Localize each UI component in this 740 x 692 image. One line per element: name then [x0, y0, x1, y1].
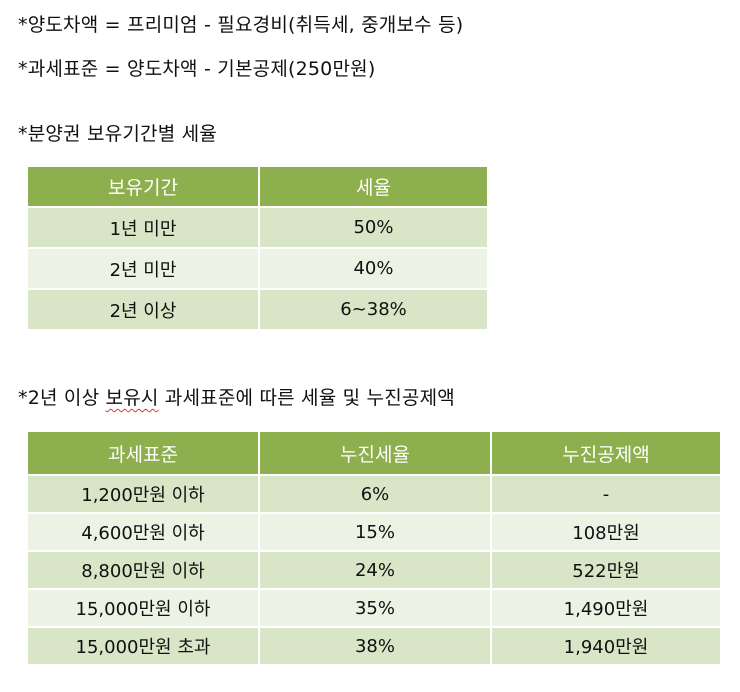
header-progressive-rate: 누진세율 [259, 432, 492, 475]
header-holding-period: 보유기간 [28, 167, 260, 207]
formula-tax-base: *과세표준 = 양도차액 - 기본공제(250만원) [18, 58, 376, 80]
progressive-rate-cell: 38% [259, 626, 492, 664]
holding-period-cell: 2년 미만 [28, 247, 260, 289]
table-header-row: 과세표준 누진세율 누진공제액 [28, 432, 720, 475]
tax-rate-cell: 6~38% [259, 288, 487, 329]
progressive-deduction-cell: 108만원 [491, 512, 720, 551]
table-row: 2년 이상 6~38% [28, 288, 487, 329]
tax-base-cell: 8,800만원 이하 [28, 550, 260, 589]
table-row: 15,000만원 이하 35% 1,490만원 [28, 588, 720, 627]
table-row: 4,600만원 이하 15% 108만원 [28, 512, 720, 551]
tax-rate-cell: 40% [259, 247, 487, 289]
progressive-rate-cell: 24% [259, 550, 492, 589]
tax-base-cell: 15,000만원 초과 [28, 626, 260, 664]
table-header-row: 보유기간 세율 [28, 167, 487, 207]
header-progressive-deduction: 누진공제액 [491, 432, 720, 475]
header-tax-base: 과세표준 [28, 432, 260, 475]
table-row: 15,000만원 초과 38% 1,940만원 [28, 626, 720, 664]
tax-base-cell: 15,000만원 이하 [28, 588, 260, 627]
holding-period-cell: 1년 미만 [28, 206, 260, 248]
progressive-tax-table: 과세표준 누진세율 누진공제액 1,200만원 이하 6% - 4,600만원 … [28, 432, 720, 664]
formula-transfer-gain: *양도차액 = 프리미엄 - 필요경비(취득세, 중개보수 등) [18, 14, 464, 36]
section2-title-suffix: 과세표준에 따른 세율 및 누진공제액 [158, 387, 455, 409]
progressive-rate-cell: 6% [259, 474, 492, 513]
tax-base-cell: 4,600만원 이하 [28, 512, 260, 551]
section2-title-prefix: *2년 이상 [18, 387, 106, 409]
section2-title-spellcheck-word: 보유시 [105, 387, 159, 409]
holding-period-cell: 2년 이상 [28, 288, 260, 329]
table-row: 8,800만원 이하 24% 522만원 [28, 550, 720, 589]
progressive-deduction-cell: - [491, 474, 720, 513]
table-row: 1년 미만 50% [28, 206, 487, 248]
header-tax-rate: 세율 [259, 167, 487, 207]
table-row: 1,200만원 이하 6% - [28, 474, 720, 513]
tax-rate-cell: 50% [259, 206, 487, 248]
section1-title: *분양권 보유기간별 세율 [18, 123, 217, 145]
progressive-deduction-cell: 1,940만원 [491, 626, 720, 664]
holding-period-tax-table: 보유기간 세율 1년 미만 50% 2년 미만 40% 2년 이상 6~38% [28, 167, 487, 329]
tax-base-cell: 1,200만원 이하 [28, 474, 260, 513]
table-row: 2년 미만 40% [28, 247, 487, 289]
progressive-deduction-cell: 522만원 [491, 550, 720, 589]
section2-title: *2년 이상 보유시 과세표준에 따른 세율 및 누진공제액 [18, 383, 455, 410]
progressive-deduction-cell: 1,490만원 [491, 588, 720, 627]
progressive-rate-cell: 15% [259, 512, 492, 551]
progressive-rate-cell: 35% [259, 588, 492, 627]
